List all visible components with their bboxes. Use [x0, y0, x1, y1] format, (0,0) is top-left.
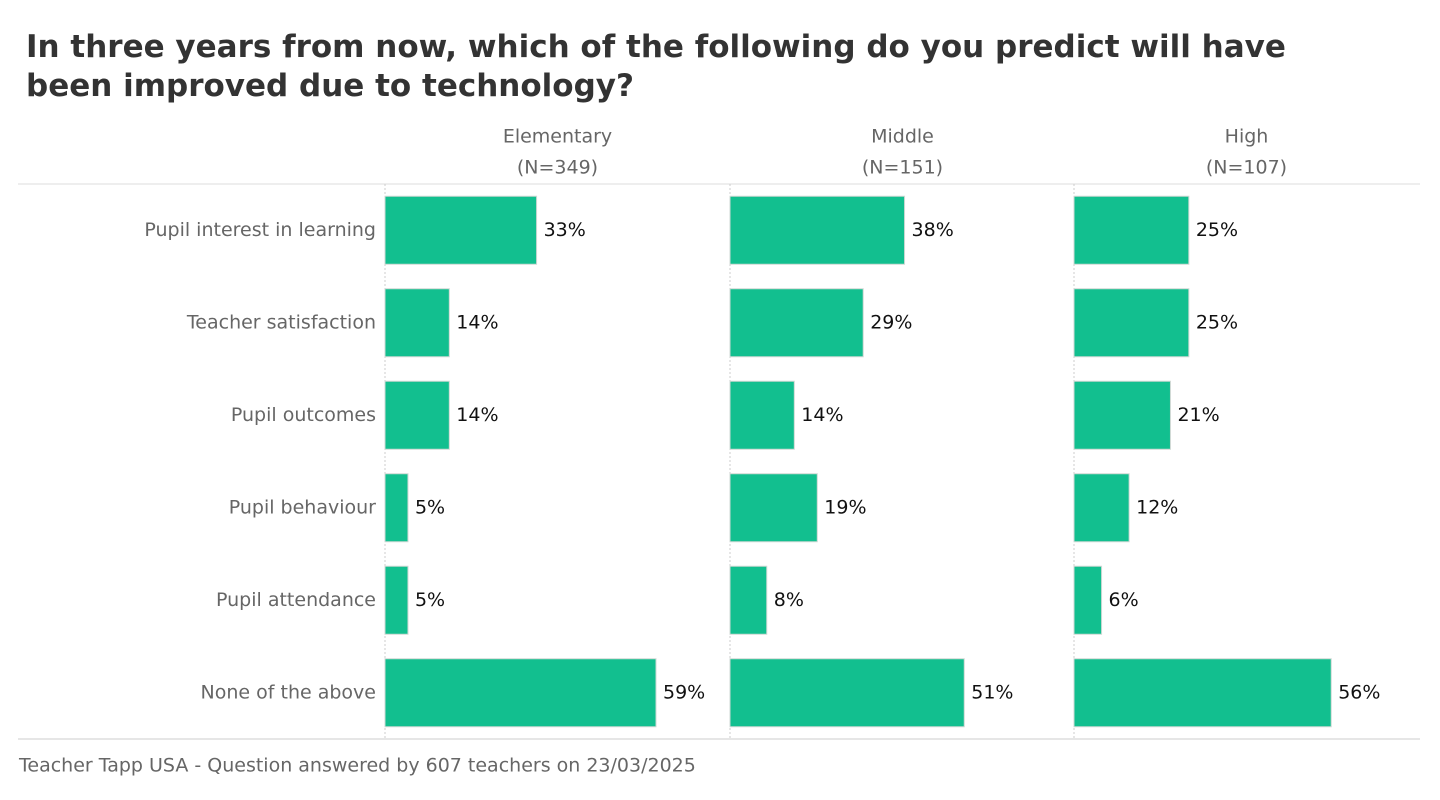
value-label: 38%	[912, 219, 954, 241]
bar	[1073, 658, 1332, 728]
category-label: Pupil interest in learning	[144, 219, 376, 241]
value-label: 56%	[1338, 681, 1380, 703]
value-label: 29%	[870, 311, 912, 333]
bar	[729, 380, 795, 450]
bar	[1073, 380, 1171, 450]
chart-title: In three years from now, which of the fo…	[26, 29, 1286, 104]
category-label: None of the above	[201, 681, 376, 703]
panel-header: Middle	[871, 126, 934, 148]
bar	[729, 473, 818, 543]
value-label: 14%	[456, 311, 498, 333]
bar	[1073, 195, 1190, 265]
value-label: 19%	[824, 496, 866, 518]
value-label: 5%	[415, 589, 445, 611]
bar	[1073, 288, 1190, 358]
panel-header: Elementary	[503, 126, 612, 148]
bar	[1073, 473, 1130, 543]
bar	[1073, 565, 1103, 635]
bar	[729, 288, 864, 358]
bar	[729, 658, 965, 728]
bar	[384, 195, 538, 265]
bar	[384, 380, 450, 450]
category-label: Teacher satisfaction	[186, 311, 376, 333]
category-label: Pupil attendance	[216, 589, 376, 611]
panel-subheader: (N=151)	[862, 157, 943, 179]
value-label: 12%	[1136, 496, 1178, 518]
value-label: 8%	[774, 589, 804, 611]
bar	[384, 288, 450, 358]
value-label: 14%	[801, 404, 843, 426]
panel-subheader: (N=107)	[1206, 157, 1287, 179]
bar	[384, 473, 409, 543]
category-label: Pupil outcomes	[231, 404, 376, 426]
bar	[729, 565, 768, 635]
value-label: 5%	[415, 496, 445, 518]
category-label: Pupil behaviour	[229, 496, 376, 518]
bar	[384, 658, 657, 728]
value-label: 59%	[663, 681, 705, 703]
value-label: 14%	[456, 404, 498, 426]
panel-header: High	[1225, 126, 1269, 148]
value-label: 6%	[1109, 589, 1139, 611]
bar	[384, 565, 409, 635]
value-label: 51%	[971, 681, 1013, 703]
source-note: Teacher Tapp USA - Question answered by …	[18, 755, 696, 777]
value-label: 25%	[1196, 311, 1238, 333]
value-label: 25%	[1196, 219, 1238, 241]
value-label: 33%	[544, 219, 586, 241]
panel-subheader: (N=349)	[517, 157, 598, 179]
value-label: 21%	[1177, 404, 1219, 426]
bar	[729, 195, 906, 265]
